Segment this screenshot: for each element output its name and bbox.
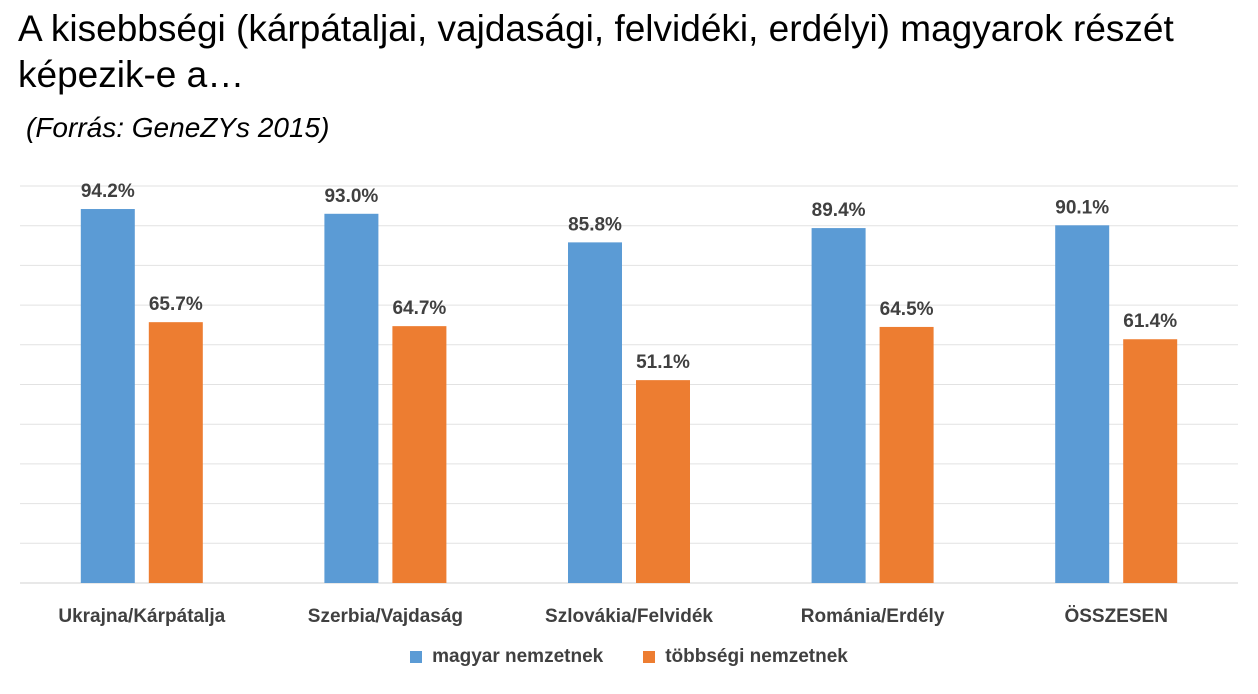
legend-swatch-tobbsegi — [643, 651, 656, 663]
legend-item-magyar: magyar nemzetnek — [410, 646, 603, 668]
category-labels: Ukrajna/Kárpátalja Szerbia/Vajdaság Szlová… — [58, 606, 1168, 627]
category-label-2: Szlovákia/Felvidék — [545, 606, 713, 627]
data-label-1-2: 51.1% — [636, 352, 690, 373]
bar-1-1 — [392, 326, 447, 583]
chart-subtitle: (Forrás: GeneZYs 2015) — [26, 112, 330, 143]
legend: magyar nemzetnek többségi nemzetnek — [0, 646, 1258, 668]
category-label-1: Szerbia/Vajdaság — [308, 606, 463, 627]
bar-0-1 — [324, 213, 379, 584]
bar-1-4 — [1123, 339, 1178, 583]
bar-0-0 — [80, 209, 135, 583]
category-label-4: ÖSSZESEN — [1064, 606, 1167, 627]
data-label-0-4: 90.1% — [1055, 197, 1109, 218]
bar-1-2 — [636, 380, 690, 583]
category-label-0: Ukrajna/Kárpátalja — [58, 606, 225, 627]
data-label-1-4: 61.4% — [1123, 311, 1177, 332]
bars — [80, 209, 1178, 584]
chart-title: A kisebbségi (kárpátaljai, vajdasági, fe… — [18, 8, 1174, 95]
data-label-1-0: 65.7% — [149, 294, 203, 315]
data-label-0-3: 89.4% — [812, 200, 866, 221]
data-label-0-0: 94.2% — [81, 181, 135, 202]
bar-0-3 — [811, 228, 866, 583]
bar-0-4 — [1055, 225, 1110, 584]
gridlines — [20, 185, 1238, 584]
data-label-0-1: 93.0% — [324, 186, 378, 207]
bar-1-3 — [879, 326, 934, 583]
data-label-0-2: 85.8% — [568, 214, 622, 235]
legend-swatch-magyar — [410, 651, 423, 663]
category-label-3: Románia/Erdély — [801, 606, 945, 627]
legend-label-magyar: magyar nemzetnek — [432, 646, 604, 667]
data-labels: 94.2% 65.7% 93.0% 64.7% 85.8% 51.1% 89.4% 64.5%… — [81, 181, 1177, 373]
data-label-1-3: 64.5% — [880, 299, 934, 320]
legend-item-tobbsegi: többségi nemzetnek — [643, 646, 848, 668]
bar-0-2 — [568, 242, 622, 583]
legend-label-tobbsegi: többségi nemzetnek — [665, 646, 848, 667]
bar-1-0 — [148, 322, 203, 583]
data-label-1-1: 64.7% — [392, 298, 446, 319]
